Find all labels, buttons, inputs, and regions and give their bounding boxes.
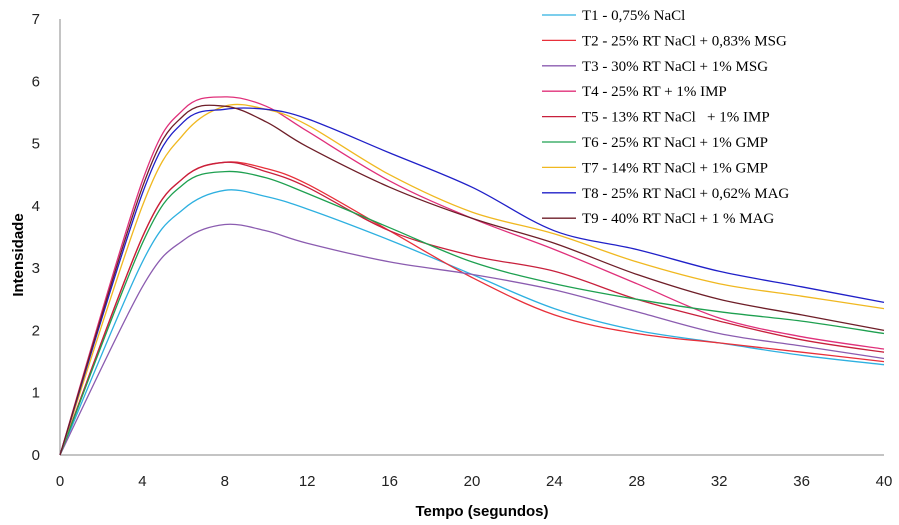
x-tick-label: 12 bbox=[299, 473, 316, 490]
x-axis-ticks: 0 4 8 12 16 20 24 28 32 36 40 bbox=[56, 473, 893, 490]
series-lines bbox=[59, 96, 885, 456]
legend-label-t3: T3 - 30% RT NaCl + 1% MSG bbox=[582, 59, 768, 75]
legend-label-t1: T1 - 0,75% NaCl bbox=[582, 8, 685, 24]
y-tick-label: 6 bbox=[32, 73, 40, 90]
y-tick-label: 7 bbox=[32, 11, 40, 28]
series-line-t5 bbox=[59, 161, 885, 456]
legend-label-t7: T7 - 14% RT NaCl + 1% GMP bbox=[582, 160, 768, 176]
x-axis-title: Tempo (segundos) bbox=[415, 503, 548, 520]
x-tick-label: 36 bbox=[793, 473, 810, 490]
y-tick-label: 0 bbox=[32, 447, 40, 464]
series-line-t9 bbox=[59, 104, 885, 456]
x-tick-label: 0 bbox=[56, 473, 64, 490]
y-axis-ticks: 0 1 2 3 4 5 6 7 bbox=[32, 11, 40, 464]
legend-label-t5: T5 - 13% RT NaCl + 1% IMP bbox=[582, 110, 770, 126]
y-tick-label: 4 bbox=[32, 198, 40, 215]
x-tick-label: 20 bbox=[464, 473, 481, 490]
x-tick-label: 32 bbox=[711, 473, 728, 490]
y-tick-label: 5 bbox=[32, 136, 40, 153]
x-tick-label: 40 bbox=[876, 473, 893, 490]
series-line-t8 bbox=[59, 107, 885, 456]
x-tick-label: 28 bbox=[628, 473, 645, 490]
x-tick-label: 24 bbox=[546, 473, 563, 490]
x-tick-label: 8 bbox=[221, 473, 229, 490]
legend-label-t2: T2 - 25% RT NaCl + 0,83% MSG bbox=[582, 33, 787, 49]
series-line-t3 bbox=[59, 223, 885, 456]
y-tick-label: 1 bbox=[32, 385, 40, 402]
series-line-t2 bbox=[59, 161, 885, 456]
x-tick-label: 4 bbox=[138, 473, 146, 490]
legend-label-t6: T6 - 25% RT NaCl + 1% GMP bbox=[582, 135, 768, 151]
x-tick-label: 16 bbox=[381, 473, 398, 490]
series-line-t7 bbox=[59, 103, 885, 456]
legend: T1 - 0,75% NaCl T2 - 25% RT NaCl + 0,83% … bbox=[542, 8, 789, 227]
legend-label-t4: T4 - 25% RT + 1% IMP bbox=[582, 84, 727, 100]
series-line-t6 bbox=[59, 170, 885, 456]
legend-label-t9: T9 - 40% RT NaCl + 1 % MAG bbox=[582, 211, 774, 227]
series-line-t1 bbox=[59, 189, 885, 456]
series-line-t4 bbox=[59, 96, 885, 456]
legend-label-t8: T8 - 25% RT NaCl + 0,62% MAG bbox=[582, 186, 789, 202]
y-tick-label: 2 bbox=[32, 322, 40, 339]
y-tick-label: 3 bbox=[32, 260, 40, 277]
y-axis-title: Intensidade bbox=[10, 213, 27, 296]
